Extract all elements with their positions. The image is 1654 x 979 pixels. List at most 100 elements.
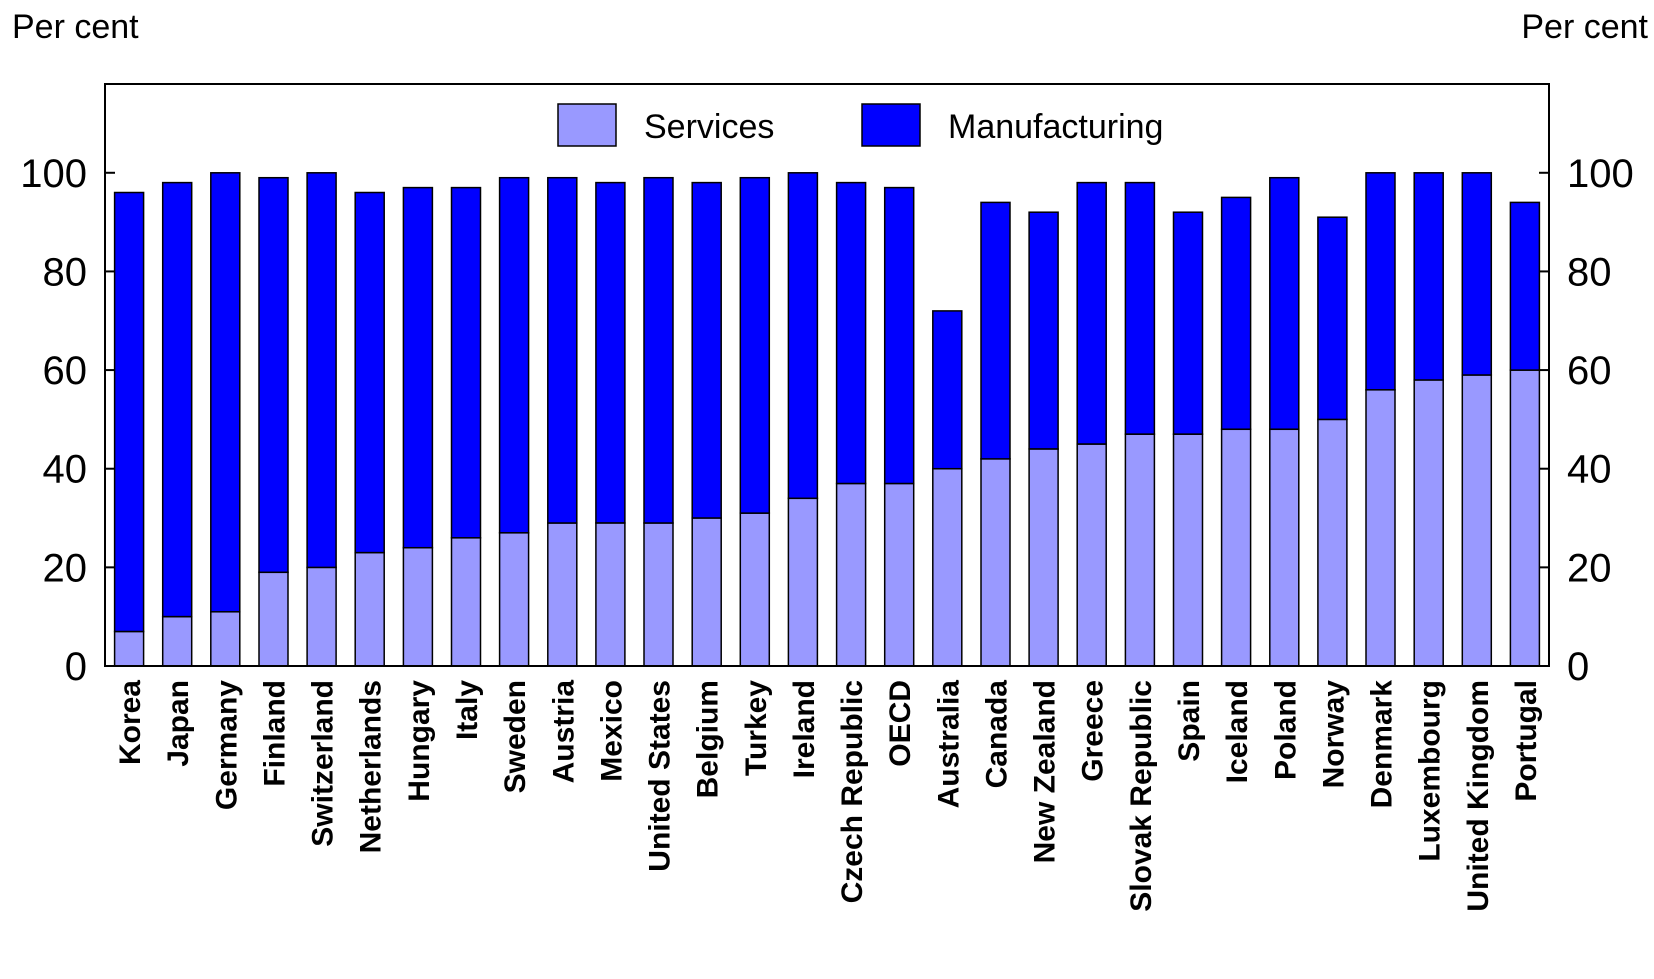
bar-manufacturing <box>1317 216 1348 421</box>
bar-services <box>1509 369 1541 667</box>
y-tick-label-right: 20 <box>1567 546 1612 590</box>
bar-services <box>1076 443 1107 667</box>
bar-manufacturing <box>643 176 674 524</box>
bar-services <box>1461 374 1493 667</box>
bar-services <box>787 497 819 667</box>
bar-services <box>980 458 1011 667</box>
y-ticks: 0 0 20 20 40 40 60 60 80 80 100 100 <box>20 152 1634 689</box>
bar-manufacturing <box>1269 176 1300 430</box>
bar-manufacturing <box>1124 181 1156 435</box>
bar-services <box>450 537 482 667</box>
bar-manufacturing <box>402 186 434 549</box>
y-tick-label-right: 60 <box>1567 349 1612 393</box>
bar-services <box>161 615 193 667</box>
category-label: Denmark <box>1366 680 1399 809</box>
y-axis-unit-left: Per cent <box>12 8 139 46</box>
bar-manufacturing <box>1076 181 1107 445</box>
bar-services <box>1028 448 1059 667</box>
bar-services <box>258 571 289 667</box>
category-label: Finland <box>259 680 292 787</box>
category-label: Mexico <box>595 680 628 782</box>
bar-manufacturing <box>450 186 482 539</box>
bar-manufacturing <box>883 186 915 485</box>
bar-manufacturing <box>787 172 819 500</box>
category-label: Belgium <box>692 680 725 798</box>
bar-manufacturing <box>498 176 530 534</box>
bar-manufacturing <box>595 181 626 524</box>
y-tick-label-left: 80 <box>43 250 88 294</box>
bar-manufacturing <box>980 201 1011 460</box>
bar-services <box>1413 379 1444 667</box>
bar-manufacturing <box>739 176 771 514</box>
category-label: Netherlands <box>355 680 388 853</box>
category-label: Canada <box>981 680 1014 789</box>
y-tick-label-left: 20 <box>43 546 88 590</box>
bar-manufacturing <box>113 191 145 633</box>
y-tick-label-right: 80 <box>1567 250 1612 294</box>
category-label: Slovak Republic <box>1125 680 1158 912</box>
bar-manufacturing <box>306 172 337 569</box>
bar-services <box>739 512 771 667</box>
category-label: Austria <box>547 680 580 784</box>
category-label: Norway <box>1317 680 1350 789</box>
category-label: Luxembourg <box>1414 680 1447 862</box>
legend-swatch-services <box>557 103 617 147</box>
category-label: Japan <box>162 680 195 767</box>
bar-services <box>1172 433 1204 667</box>
bar-services <box>402 546 434 667</box>
bar-services <box>1124 433 1156 667</box>
category-label: Germany <box>210 680 243 810</box>
category-label: Iceland <box>1221 680 1254 783</box>
category-label: Spain <box>1173 680 1206 762</box>
bar-services <box>835 482 867 667</box>
legend-label-manufacturing: Manufacturing <box>948 108 1163 146</box>
y-axis-unit-right: Per cent <box>1521 8 1648 46</box>
bar-manufacturing <box>258 176 289 574</box>
bar-manufacturing <box>1509 201 1541 371</box>
bar-manufacturing <box>210 172 241 613</box>
bar-services <box>1365 389 1396 667</box>
bar-manufacturing <box>1413 172 1444 381</box>
bar-manufacturing <box>1220 196 1252 430</box>
bar-manufacturing <box>1172 211 1204 435</box>
bar-manufacturing <box>161 181 193 618</box>
bar-services <box>498 532 530 667</box>
category-label: Czech Republic <box>836 680 869 903</box>
bar-services <box>883 482 915 667</box>
category-label: Portugal <box>1510 680 1543 802</box>
bar-manufacturing <box>1461 172 1493 376</box>
y-tick-label-left: 60 <box>43 349 88 393</box>
bar-manufacturing <box>691 181 722 519</box>
y-tick-label-right: 0 <box>1567 645 1589 689</box>
legend-label-services: Services <box>644 108 774 146</box>
legend: Services Manufacturing <box>557 103 1163 147</box>
bar-services <box>1269 428 1300 667</box>
bar-services <box>547 522 578 667</box>
y-tick-label-right: 40 <box>1567 448 1612 492</box>
legend-swatch-manufacturing <box>861 103 921 147</box>
category-labels: Korea Japan Germany Finland Switzerland Nethe… <box>114 680 1543 912</box>
bar-services <box>1317 418 1348 667</box>
bars-layer <box>113 172 1541 667</box>
category-label: Poland <box>1269 680 1302 780</box>
category-label: Sweden <box>499 680 532 793</box>
bar-manufacturing <box>1028 211 1059 450</box>
bar-services <box>643 522 674 667</box>
bar-services <box>691 517 722 667</box>
category-label: Switzerland <box>307 680 340 847</box>
y-tick-label-left: 100 <box>20 152 87 196</box>
bar-services <box>595 522 626 667</box>
category-label: Greece <box>1077 680 1110 782</box>
y-tick-label-left: 0 <box>65 645 87 689</box>
category-label: United States <box>644 680 677 872</box>
y-tick-label-right: 100 <box>1567 152 1634 196</box>
bar-services <box>306 566 337 667</box>
bar-manufacturing <box>835 181 867 485</box>
bar-manufacturing <box>354 191 385 554</box>
bar-services <box>1220 428 1252 667</box>
bar-services <box>354 551 385 667</box>
category-label: Korea <box>114 680 147 765</box>
bar-services <box>113 630 145 667</box>
bar-services <box>210 610 241 667</box>
